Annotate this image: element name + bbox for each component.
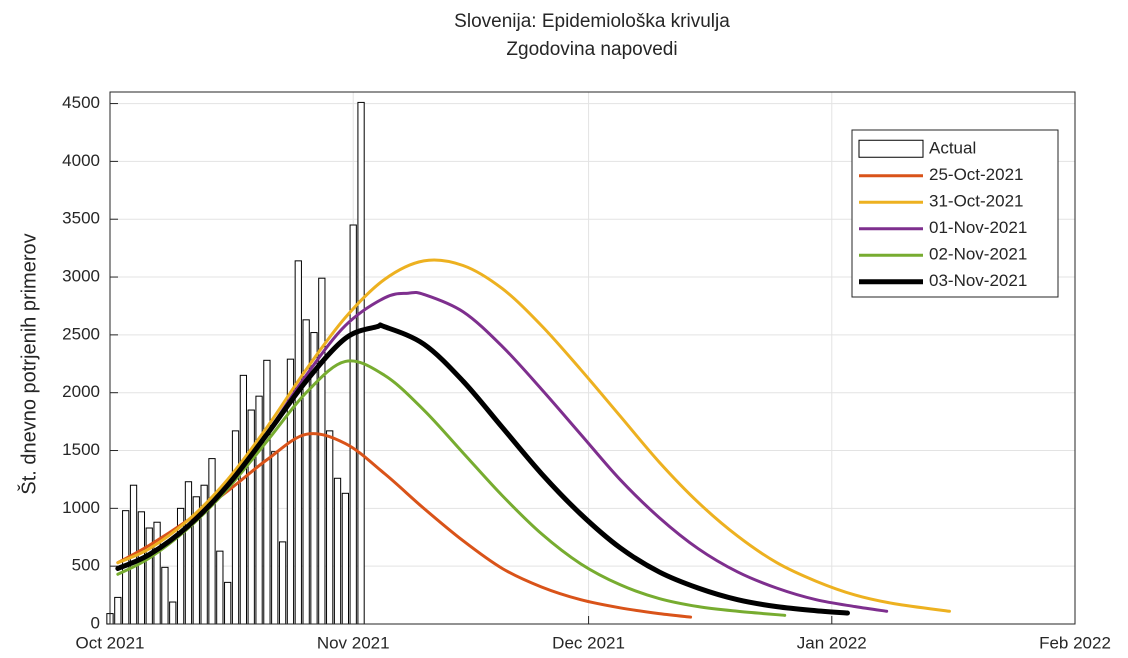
legend-box <box>851 129 1059 298</box>
bar <box>184 481 193 625</box>
chart-title: Slovenija: Epidemiološka krivulja <box>454 11 730 32</box>
bar <box>326 430 334 625</box>
bar <box>294 260 302 625</box>
legend-label: 25-Oct-2021 <box>929 165 1024 184</box>
legend-label: 03-Nov-2021 <box>929 271 1027 290</box>
bar <box>161 566 169 625</box>
y-tick-label: 3500 <box>62 209 100 228</box>
y-tick-label: 2500 <box>62 324 100 343</box>
legend-label: 01-Nov-2021 <box>929 218 1027 237</box>
bar <box>278 541 287 625</box>
legend: Actual 25-Oct-2021 31-Oct-2021 01-Nov-2021 0… <box>851 129 1059 298</box>
x-tick-label: Nov 2021 <box>317 633 390 652</box>
y-tick-label: 3000 <box>62 267 100 286</box>
x-tick-label: Feb 2022 <box>1039 633 1111 652</box>
bar <box>137 511 146 625</box>
y-tick-label: 0 <box>91 613 100 632</box>
bar <box>341 492 350 625</box>
y-tick-label: 4000 <box>62 151 100 170</box>
bar <box>247 409 255 625</box>
bar <box>271 451 279 625</box>
x-tick-label: Jan 2022 <box>797 633 867 652</box>
bar <box>224 581 232 625</box>
y-tick-label: 4500 <box>62 93 100 112</box>
x-tick-label: Dec 2021 <box>552 633 625 652</box>
bar <box>114 596 122 625</box>
y-axis-label: Št. dnevno potrjenih primerov <box>17 233 40 494</box>
bar <box>318 277 326 625</box>
chart-subtitle: Zgodovina napovedi <box>506 39 677 60</box>
bar <box>239 374 248 625</box>
forecast-line <box>115 322 850 616</box>
bar <box>263 359 271 625</box>
y-tick-label: 500 <box>72 556 100 575</box>
y-tick-label: 1000 <box>62 498 100 517</box>
bar <box>216 550 224 625</box>
legend-label: Actual <box>929 139 976 158</box>
legend-label: 02-Nov-2021 <box>929 245 1027 264</box>
bar <box>333 477 342 625</box>
axes-box <box>109 91 1076 625</box>
bar <box>255 395 263 625</box>
bar <box>169 601 177 625</box>
bar <box>208 458 216 625</box>
legend-swatch <box>858 139 924 158</box>
bar <box>231 430 240 625</box>
y-tick-label: 1500 <box>62 440 100 459</box>
bar <box>349 224 357 625</box>
legend-label: 31-Oct-2021 <box>929 192 1024 211</box>
y-tick-label: 2000 <box>62 382 100 401</box>
x-tick-label: Oct 2021 <box>76 633 145 652</box>
forecast-line <box>116 258 951 613</box>
